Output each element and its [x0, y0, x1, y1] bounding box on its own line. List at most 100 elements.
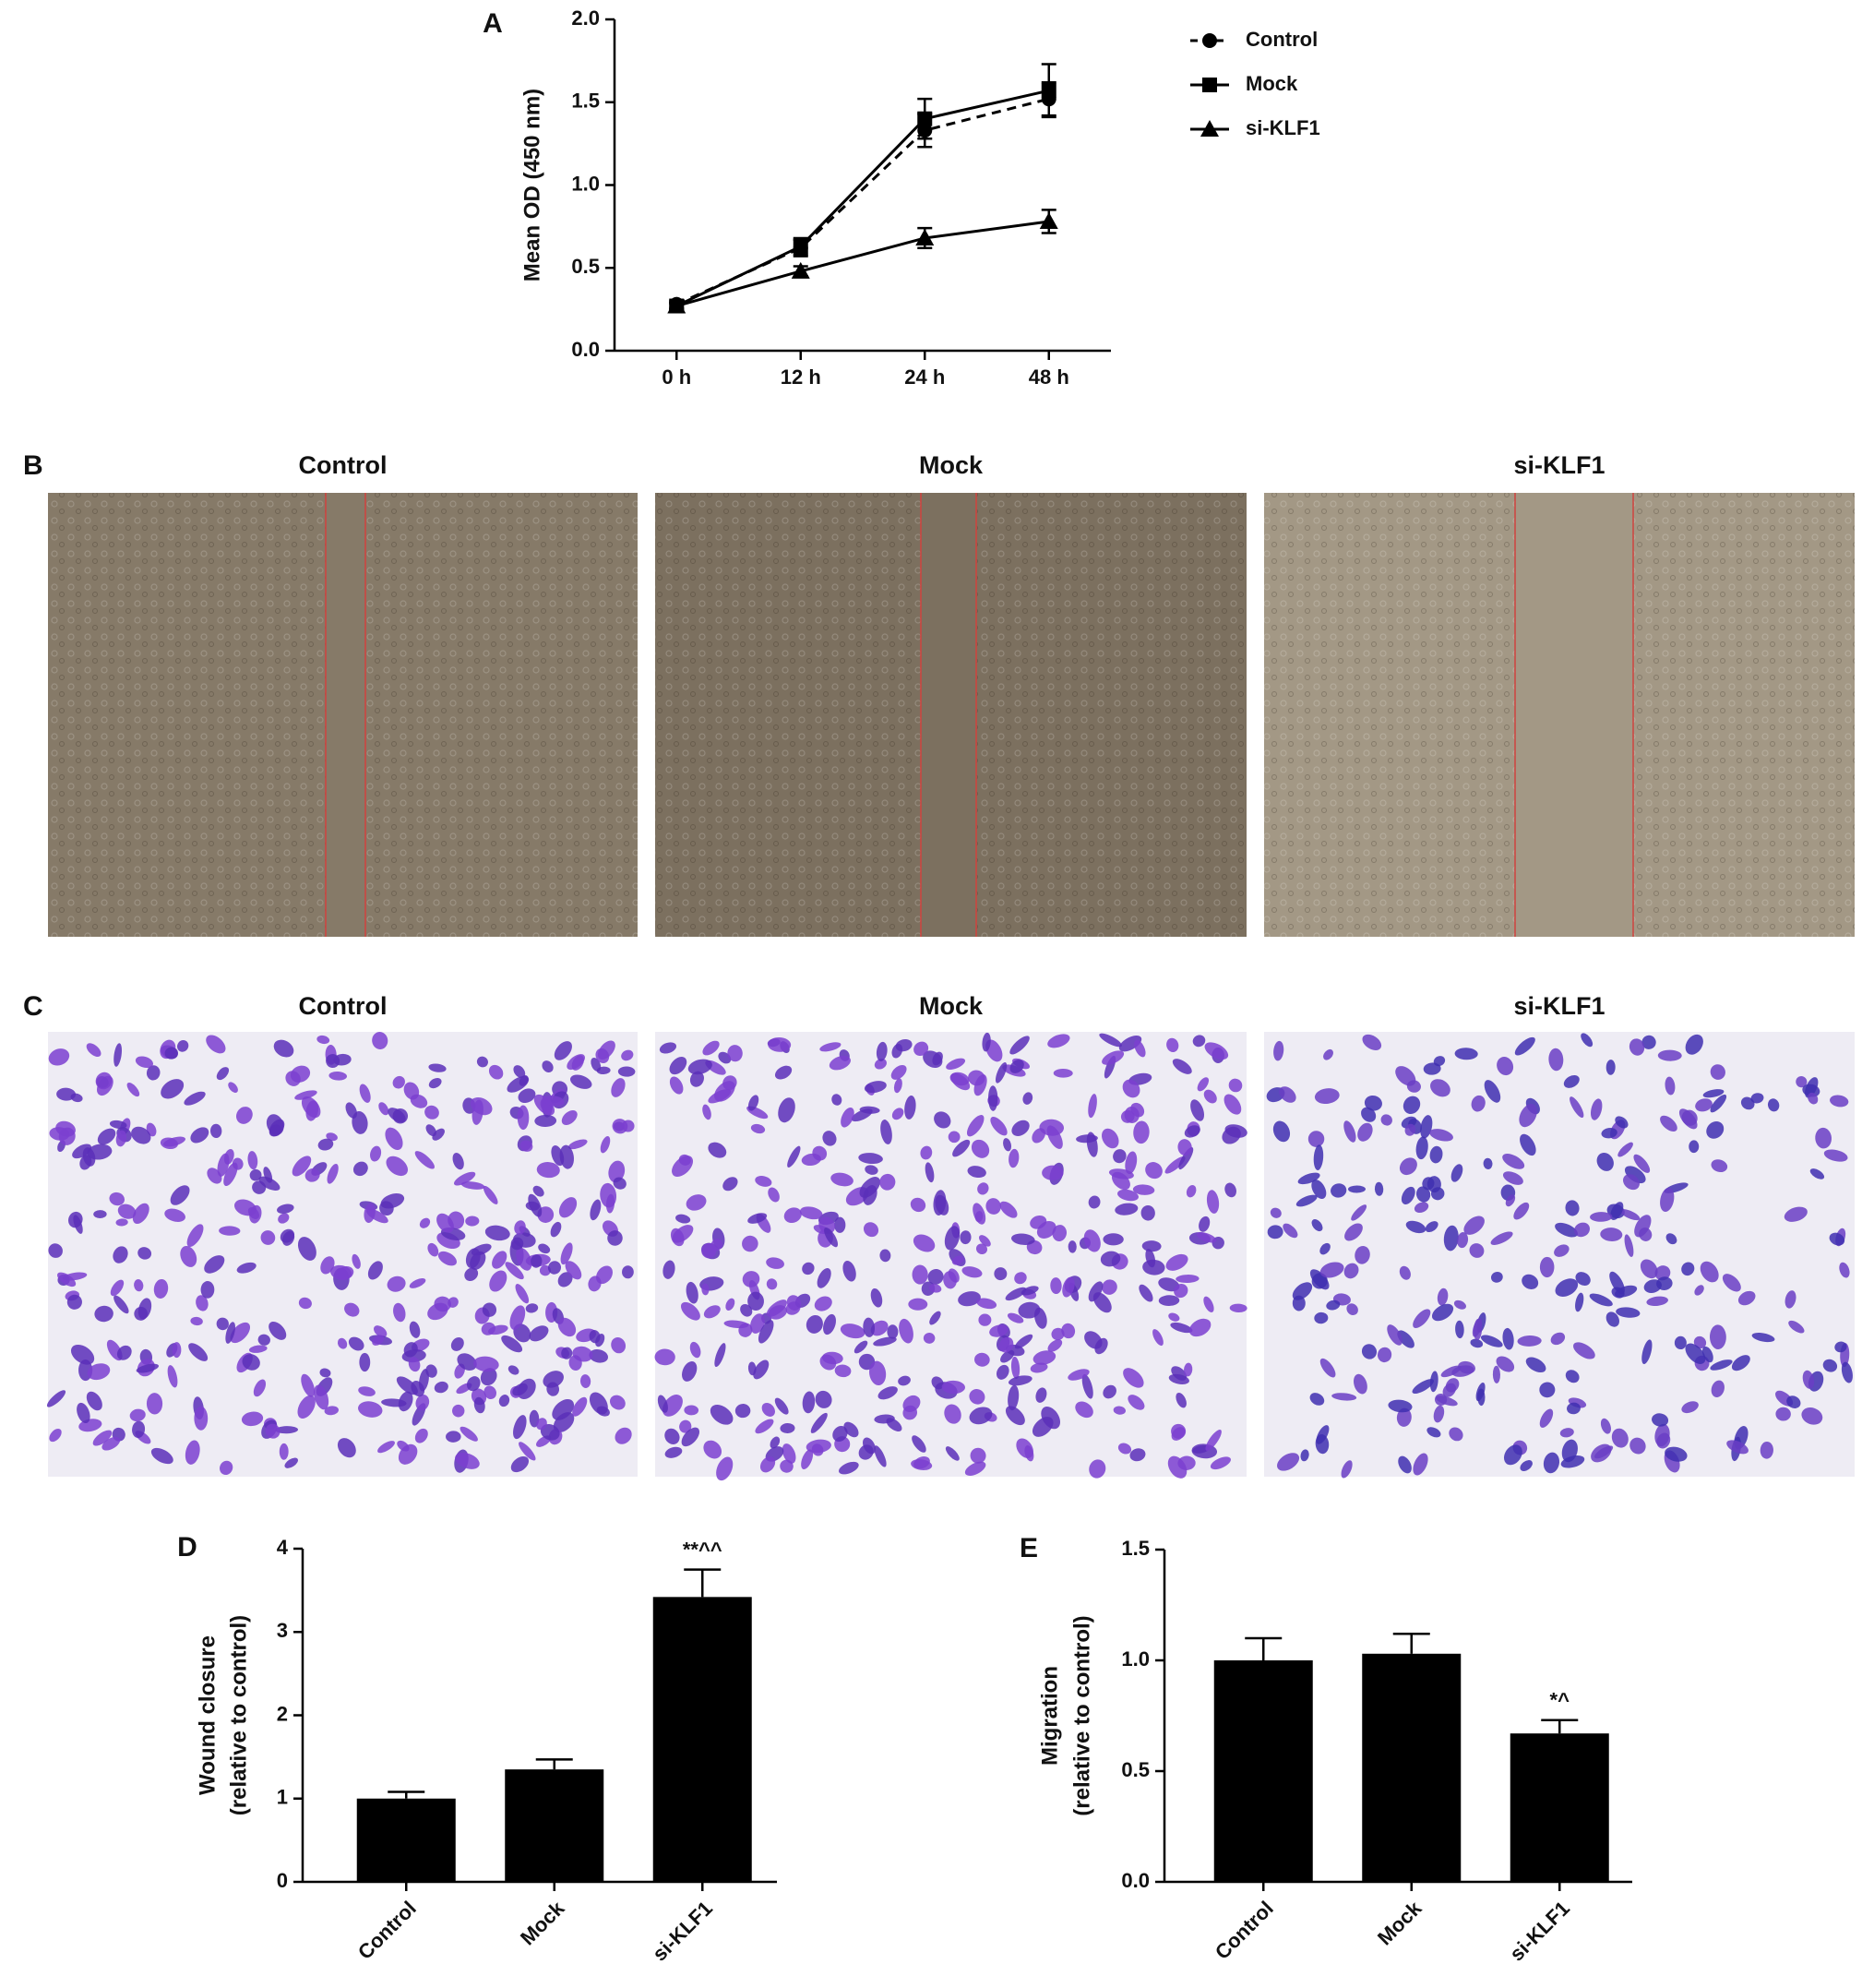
stained-cell: [352, 1161, 368, 1177]
stained-cell: [509, 1305, 526, 1330]
stained-cell: [1434, 1393, 1448, 1406]
stained-cell: [252, 1180, 267, 1194]
stained-cell: [1665, 1446, 1688, 1462]
stained-cell: [1514, 1036, 1535, 1056]
stained-cell: [1010, 1356, 1021, 1380]
stained-cell: [912, 1264, 928, 1285]
stained-cell: [278, 1213, 290, 1224]
stained-cell: [115, 1218, 128, 1227]
stained-cell: [1192, 1444, 1211, 1454]
stained-cell: [1398, 1455, 1412, 1474]
stained-cell: [1380, 1114, 1392, 1126]
stained-cell: [1009, 1036, 1030, 1055]
stained-cell: [1815, 1127, 1832, 1149]
stained-cell: [1830, 1095, 1849, 1108]
stained-cell: [1822, 1359, 1838, 1372]
stained-cell: [220, 1460, 233, 1476]
stained-cell: [327, 1163, 339, 1184]
stained-cell: [1802, 1370, 1815, 1389]
stained-cell: [1615, 1116, 1629, 1129]
stained-cell: [301, 1096, 321, 1119]
stained-cell: [1505, 1194, 1516, 1207]
x-tick-label: Control: [1211, 1897, 1278, 1964]
stained-cell: [510, 1455, 530, 1473]
stained-cell: [913, 1456, 930, 1469]
stained-cell: [1685, 1034, 1703, 1055]
stained-cell: [1809, 1168, 1825, 1180]
stained-cell: [832, 1426, 848, 1443]
stained-cell: [1834, 1341, 1847, 1353]
stained-cell: [1046, 1125, 1063, 1149]
stained-cell: [727, 1045, 743, 1062]
stained-cell: [1700, 1261, 1719, 1283]
stained-cell: [1415, 1136, 1428, 1160]
stained-cell: [941, 1380, 965, 1395]
stained-cell: [869, 1360, 887, 1386]
stained-cell: [482, 1302, 497, 1317]
stained-cell: [1539, 1382, 1556, 1398]
stained-cell: [768, 1187, 780, 1203]
stained-cell: [1076, 1134, 1098, 1144]
stained-cell: [830, 1172, 853, 1187]
stained-cell: [904, 1096, 916, 1120]
stained-cell: [768, 1305, 788, 1320]
stained-cell: [978, 1313, 992, 1326]
stained-cell: [1158, 1295, 1180, 1306]
stained-cell: [1513, 1202, 1530, 1220]
stained-cell: [1786, 1395, 1801, 1409]
stained-cell: [722, 1075, 737, 1091]
stained-cell: [210, 1123, 222, 1139]
stained-cell: [153, 1278, 169, 1299]
stained-cell: [49, 1428, 62, 1443]
stained-cell: [681, 1427, 700, 1447]
stained-cell: [703, 1305, 721, 1319]
stained-cell: [110, 1279, 125, 1297]
stained-cell: [1475, 1383, 1486, 1402]
stained-cell: [415, 1395, 430, 1411]
stained-cell: [841, 1107, 854, 1128]
stained-cell: [1102, 1050, 1125, 1065]
stained-cell: [988, 1085, 998, 1111]
stained-cell: [1426, 1427, 1441, 1438]
stained-cell: [1425, 1221, 1438, 1233]
stained-cell: [48, 1048, 70, 1066]
stained-cell: [935, 1194, 949, 1216]
stained-cell: [753, 1359, 770, 1380]
stained-cell: [834, 1216, 846, 1233]
stained-cell: [437, 1251, 457, 1266]
stained-cell: [1047, 1034, 1070, 1048]
stained-cell: [1555, 1278, 1579, 1297]
stained-cell: [1331, 1393, 1357, 1401]
stained-cell: [1152, 1329, 1164, 1347]
bar: [1213, 1660, 1313, 1882]
stained-cell: [669, 1076, 684, 1095]
stained-cell: [570, 1074, 592, 1089]
stained-cell: [1633, 1154, 1651, 1173]
stained-cell: [1709, 1324, 1726, 1349]
stained-cell: [722, 1177, 738, 1192]
stained-cell: [116, 1345, 132, 1360]
stained-cell: [1483, 1157, 1493, 1169]
stained-cell: [1565, 1370, 1580, 1383]
stained-cell: [1283, 1223, 1298, 1239]
stained-cell: [1502, 1171, 1523, 1185]
stained-cell: [859, 1106, 880, 1114]
stained-cell: [489, 1270, 507, 1292]
stained-cell: [944, 1404, 961, 1424]
stained-cell: [70, 1344, 95, 1365]
stained-cell: [1615, 1285, 1638, 1298]
stained-cell: [1590, 1212, 1613, 1222]
stained-cell: [86, 1043, 101, 1058]
stained-cell: [529, 1325, 549, 1342]
stained-cell: [1629, 1038, 1645, 1056]
stained-cell: [1118, 1036, 1142, 1052]
stained-cell: [436, 1213, 454, 1233]
stained-cell: [1190, 1099, 1205, 1121]
stained-cell: [874, 1059, 887, 1070]
stained-cell: [471, 1099, 483, 1125]
stained-cell: [513, 1065, 526, 1078]
stained-cell: [1399, 1157, 1417, 1176]
stained-cell: [161, 1079, 185, 1099]
x-tick-label: si-KLF1: [1505, 1897, 1574, 1966]
